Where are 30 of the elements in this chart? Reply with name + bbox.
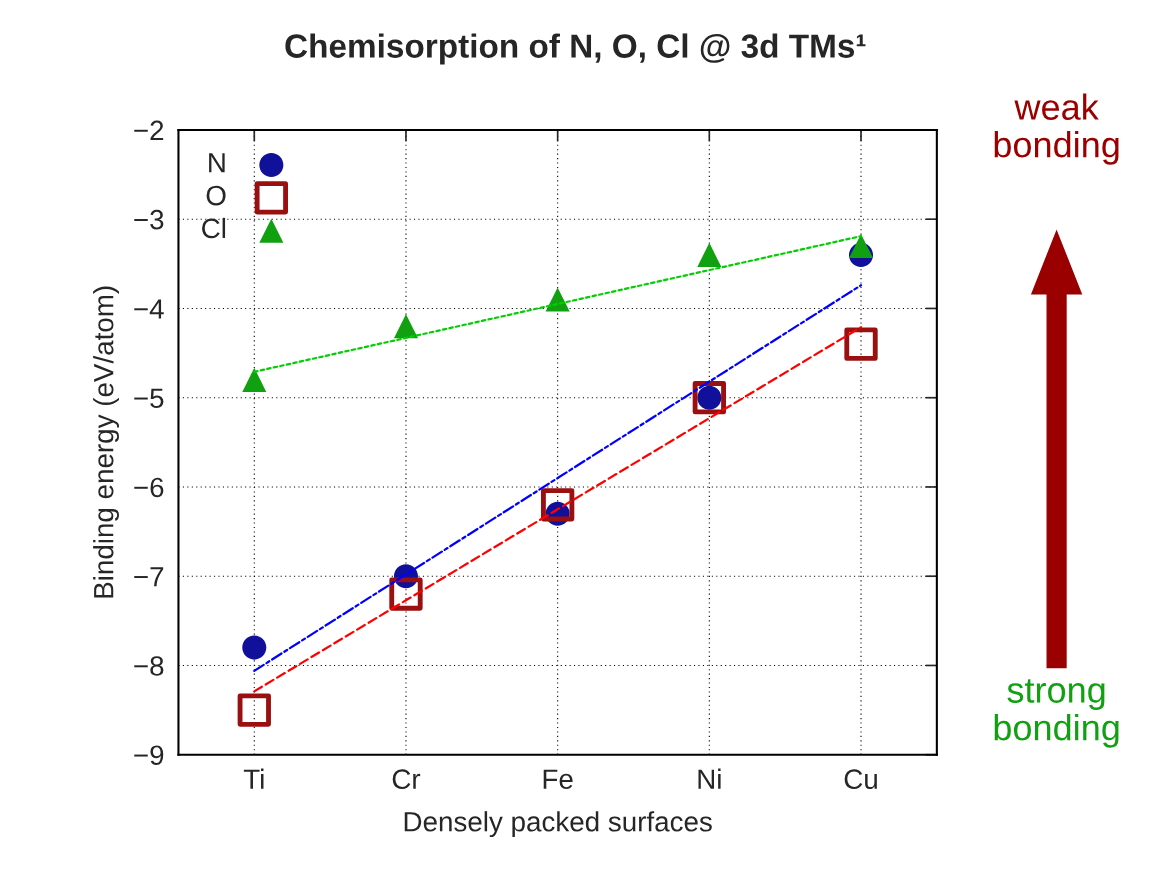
y-tick-label: −2	[134, 120, 164, 141]
legend-label: O	[206, 185, 226, 206]
y-tick-label: −6	[134, 477, 164, 498]
point	[540, 488, 575, 522]
point	[393, 314, 418, 339]
y-tick-label: −5	[134, 388, 164, 409]
legend-label: N	[209, 153, 225, 173]
point	[545, 287, 570, 312]
text: strong bonding	[994, 679, 1119, 748]
point	[697, 242, 722, 267]
y-tick-label: −4	[134, 299, 164, 319]
point	[242, 367, 267, 392]
legend-label: Cl	[202, 217, 226, 239]
y-tick-label: −3	[134, 209, 164, 230]
chart-title: Chemisorption of N, O, Cl @ 3d TMs¹	[285, 33, 866, 65]
x-tick-label: Fe	[543, 769, 573, 790]
y-tick-label: −8	[134, 656, 164, 676]
x-axis-title: Densely packed surfaces	[404, 811, 712, 838]
text: weak bonding	[994, 93, 1119, 165]
y-tick-label: −7	[134, 567, 164, 587]
x-tick-label: Cu	[844, 769, 877, 790]
point	[237, 693, 271, 727]
line-series	[253, 284, 863, 672]
x-tick-label: Ni	[698, 768, 721, 789]
point	[844, 327, 878, 361]
point	[242, 635, 267, 660]
y-tick-label: −9	[134, 745, 164, 766]
y-axis-title: Binding energy (eV/atom)	[93, 286, 119, 598]
x-tick-label: Cr	[392, 769, 421, 790]
x-tick-label: Ti	[243, 768, 264, 789]
